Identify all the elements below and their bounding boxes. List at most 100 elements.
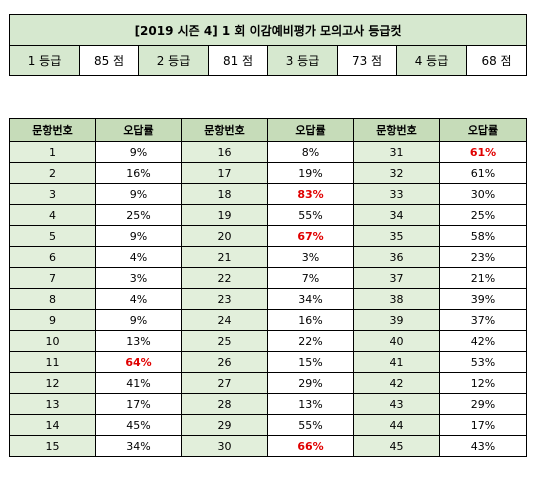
wrong-rate: 15%	[267, 351, 354, 373]
header-wrong-rate: 오답률	[95, 118, 182, 142]
wrong-rate: 43%	[439, 435, 527, 457]
table-row: 1 9% 16 8% 31 61%	[9, 141, 527, 163]
page-title: [2019 시즌 4] 1 회 이감예비평가 모의고사 등급컷	[8, 14, 528, 46]
question-number: 40	[353, 330, 440, 352]
wrong-answer-rate-table: 문항번호 오답률 문항번호 오답률 문항번호 오답률 1 9% 16 8% 31 61% 2 16% 17 1…	[9, 118, 527, 457]
wrong-rate: 42%	[439, 330, 527, 352]
wrong-rate: 29%	[267, 372, 354, 394]
question-number: 6	[9, 246, 96, 268]
wrong-rate: 3%	[267, 246, 354, 268]
wrong-rate: 4%	[95, 288, 182, 310]
wrong-rate: 4%	[95, 246, 182, 268]
question-number: 45	[353, 435, 440, 457]
question-number: 10	[9, 330, 96, 352]
table-row: 9 9% 24 16% 39 37%	[9, 309, 527, 331]
question-number: 30	[181, 435, 268, 457]
grade-cut-table: [2019 시즌 4] 1 회 이감예비평가 모의고사 등급컷 1 등급 85 …	[8, 14, 528, 76]
table-row: 4 25% 19 55% 34 25%	[9, 204, 527, 226]
wrong-rate: 29%	[439, 393, 527, 415]
wrong-rate: 83%	[267, 183, 354, 205]
wrong-rate: 25%	[439, 204, 527, 226]
grade-score: 73 점	[337, 45, 397, 76]
table-row: 3 9% 18 83% 33 30%	[9, 183, 527, 205]
question-number: 20	[181, 225, 268, 247]
question-number: 38	[353, 288, 440, 310]
question-number: 41	[353, 351, 440, 373]
question-number: 21	[181, 246, 268, 268]
grade-label: 4 등급	[396, 45, 467, 76]
question-number: 13	[9, 393, 96, 415]
question-number: 14	[9, 414, 96, 436]
grade-label: 1 등급	[9, 45, 80, 76]
question-number: 16	[181, 141, 268, 163]
table-row: 11 64% 26 15% 41 53%	[9, 351, 527, 373]
wrong-rate: 41%	[95, 372, 182, 394]
wrong-rate: 19%	[267, 162, 354, 184]
wrong-rate: 7%	[267, 267, 354, 289]
question-number: 29	[181, 414, 268, 436]
question-number: 31	[353, 141, 440, 163]
grade-score: 85 점	[79, 45, 139, 76]
wrong-rate: 55%	[267, 414, 354, 436]
question-number: 39	[353, 309, 440, 331]
question-number: 11	[9, 351, 96, 373]
wrong-rate: 17%	[95, 393, 182, 415]
question-number: 44	[353, 414, 440, 436]
header-row: 문항번호 오답률 문항번호 오답률 문항번호 오답률	[9, 118, 527, 142]
header-question-number: 문항번호	[353, 118, 440, 142]
wrong-rate: 12%	[439, 372, 527, 394]
table-row: 6 4% 21 3% 36 23%	[9, 246, 527, 268]
wrong-rate: 55%	[267, 204, 354, 226]
question-number: 24	[181, 309, 268, 331]
grade-row: 1 등급 85 점 2 등급 81 점 3 등급 73 점 4 등급 68 점	[9, 45, 528, 76]
wrong-rate: 9%	[95, 309, 182, 331]
question-number: 37	[353, 267, 440, 289]
wrong-rate: 34%	[267, 288, 354, 310]
table-row: 13 17% 28 13% 43 29%	[9, 393, 527, 415]
wrong-rate: 22%	[267, 330, 354, 352]
question-number: 36	[353, 246, 440, 268]
header-wrong-rate: 오답률	[439, 118, 527, 142]
wrong-rate: 25%	[95, 204, 182, 226]
wrong-rate: 61%	[439, 162, 527, 184]
question-number: 4	[9, 204, 96, 226]
wrong-rate: 16%	[267, 309, 354, 331]
question-number: 9	[9, 309, 96, 331]
question-number: 8	[9, 288, 96, 310]
question-number: 12	[9, 372, 96, 394]
wrong-rate: 8%	[267, 141, 354, 163]
wrong-rate: 39%	[439, 288, 527, 310]
question-number: 22	[181, 267, 268, 289]
table-row: 2 16% 17 19% 32 61%	[9, 162, 527, 184]
question-number: 42	[353, 372, 440, 394]
question-number: 23	[181, 288, 268, 310]
wrong-rate: 9%	[95, 225, 182, 247]
header-wrong-rate: 오답률	[267, 118, 354, 142]
question-number: 43	[353, 393, 440, 415]
question-number: 27	[181, 372, 268, 394]
wrong-rate: 34%	[95, 435, 182, 457]
table-row: 8 4% 23 34% 38 39%	[9, 288, 527, 310]
question-number: 28	[181, 393, 268, 415]
wrong-rate: 13%	[267, 393, 354, 415]
table-row: 7 3% 22 7% 37 21%	[9, 267, 527, 289]
question-number: 35	[353, 225, 440, 247]
wrong-rate: 23%	[439, 246, 527, 268]
question-number: 2	[9, 162, 96, 184]
question-number: 18	[181, 183, 268, 205]
question-number: 25	[181, 330, 268, 352]
wrong-rate: 58%	[439, 225, 527, 247]
question-number: 1	[9, 141, 96, 163]
question-number: 17	[181, 162, 268, 184]
header-question-number: 문항번호	[181, 118, 268, 142]
wrong-rate: 9%	[95, 141, 182, 163]
wrong-rate: 3%	[95, 267, 182, 289]
wrong-rate: 61%	[439, 141, 527, 163]
header-question-number: 문항번호	[9, 118, 96, 142]
grade-score: 68 점	[465, 45, 528, 76]
table-row: 10 13% 25 22% 40 42%	[9, 330, 527, 352]
grade-label: 3 등급	[267, 45, 338, 76]
question-number: 5	[9, 225, 96, 247]
title-row: [2019 시즌 4] 1 회 이감예비평가 모의고사 등급컷	[8, 14, 528, 46]
wrong-rate: 53%	[439, 351, 527, 373]
